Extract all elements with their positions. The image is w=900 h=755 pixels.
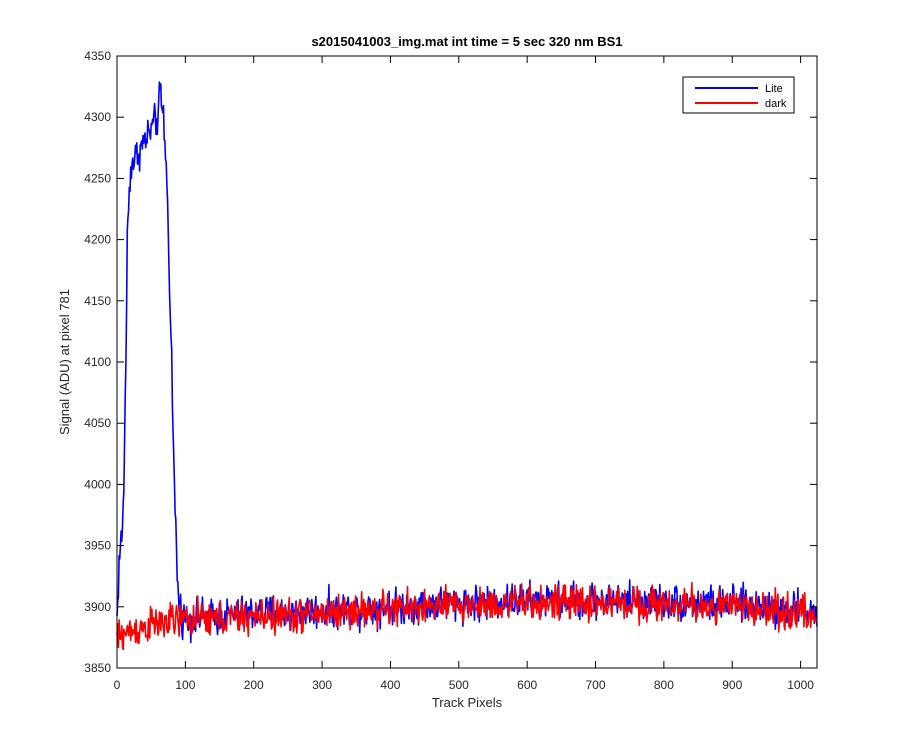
x-tick-label: 600 — [517, 678, 537, 692]
x-tick-label: 1000 — [787, 678, 814, 692]
y-tick-label: 3850 — [84, 661, 111, 675]
y-tick-label: 4050 — [84, 416, 111, 430]
x-tick-label: 500 — [449, 678, 469, 692]
x-tick-label: 100 — [175, 678, 195, 692]
plot-area-background — [117, 56, 817, 668]
x-tick-label: 0 — [114, 678, 121, 692]
legend: Lite dark — [682, 76, 795, 114]
y-tick-label: 4250 — [84, 171, 111, 185]
y-tick-label: 4100 — [84, 355, 111, 369]
ticks-layer: 0 100 200 300 400 500 600 700 800 900 1000 3850 3900… — [84, 49, 817, 692]
series-layer — [116, 81, 818, 651]
y-tick-label: 3900 — [84, 600, 111, 614]
y-tick-label: 4300 — [84, 110, 111, 124]
y-tick-label: 4350 — [84, 49, 111, 63]
y-tick-label: 4200 — [84, 233, 111, 247]
legend-box — [682, 76, 795, 114]
x-tick-label: 800 — [654, 678, 674, 692]
y-tick-label: 4150 — [84, 294, 111, 308]
x-tick-label: 700 — [586, 678, 606, 692]
x-axis-label: Track Pixels — [432, 695, 503, 710]
x-tick-label: 900 — [722, 678, 742, 692]
x-tick-label: 400 — [380, 678, 400, 692]
chart-title: s2015041003_img.mat int time = 5 sec 320… — [311, 34, 622, 49]
x-tick-label: 300 — [312, 678, 332, 692]
legend-label-dark: dark — [765, 98, 787, 110]
y-tick-label: 3950 — [84, 539, 111, 553]
legend-label-lite: Lite — [765, 83, 783, 95]
series-line-dark — [116, 581, 818, 651]
y-tick-label: 4000 — [84, 477, 111, 491]
y-axis-label: Signal (ADU) at pixel 781 — [57, 289, 72, 435]
x-tick-label: 200 — [244, 678, 264, 692]
